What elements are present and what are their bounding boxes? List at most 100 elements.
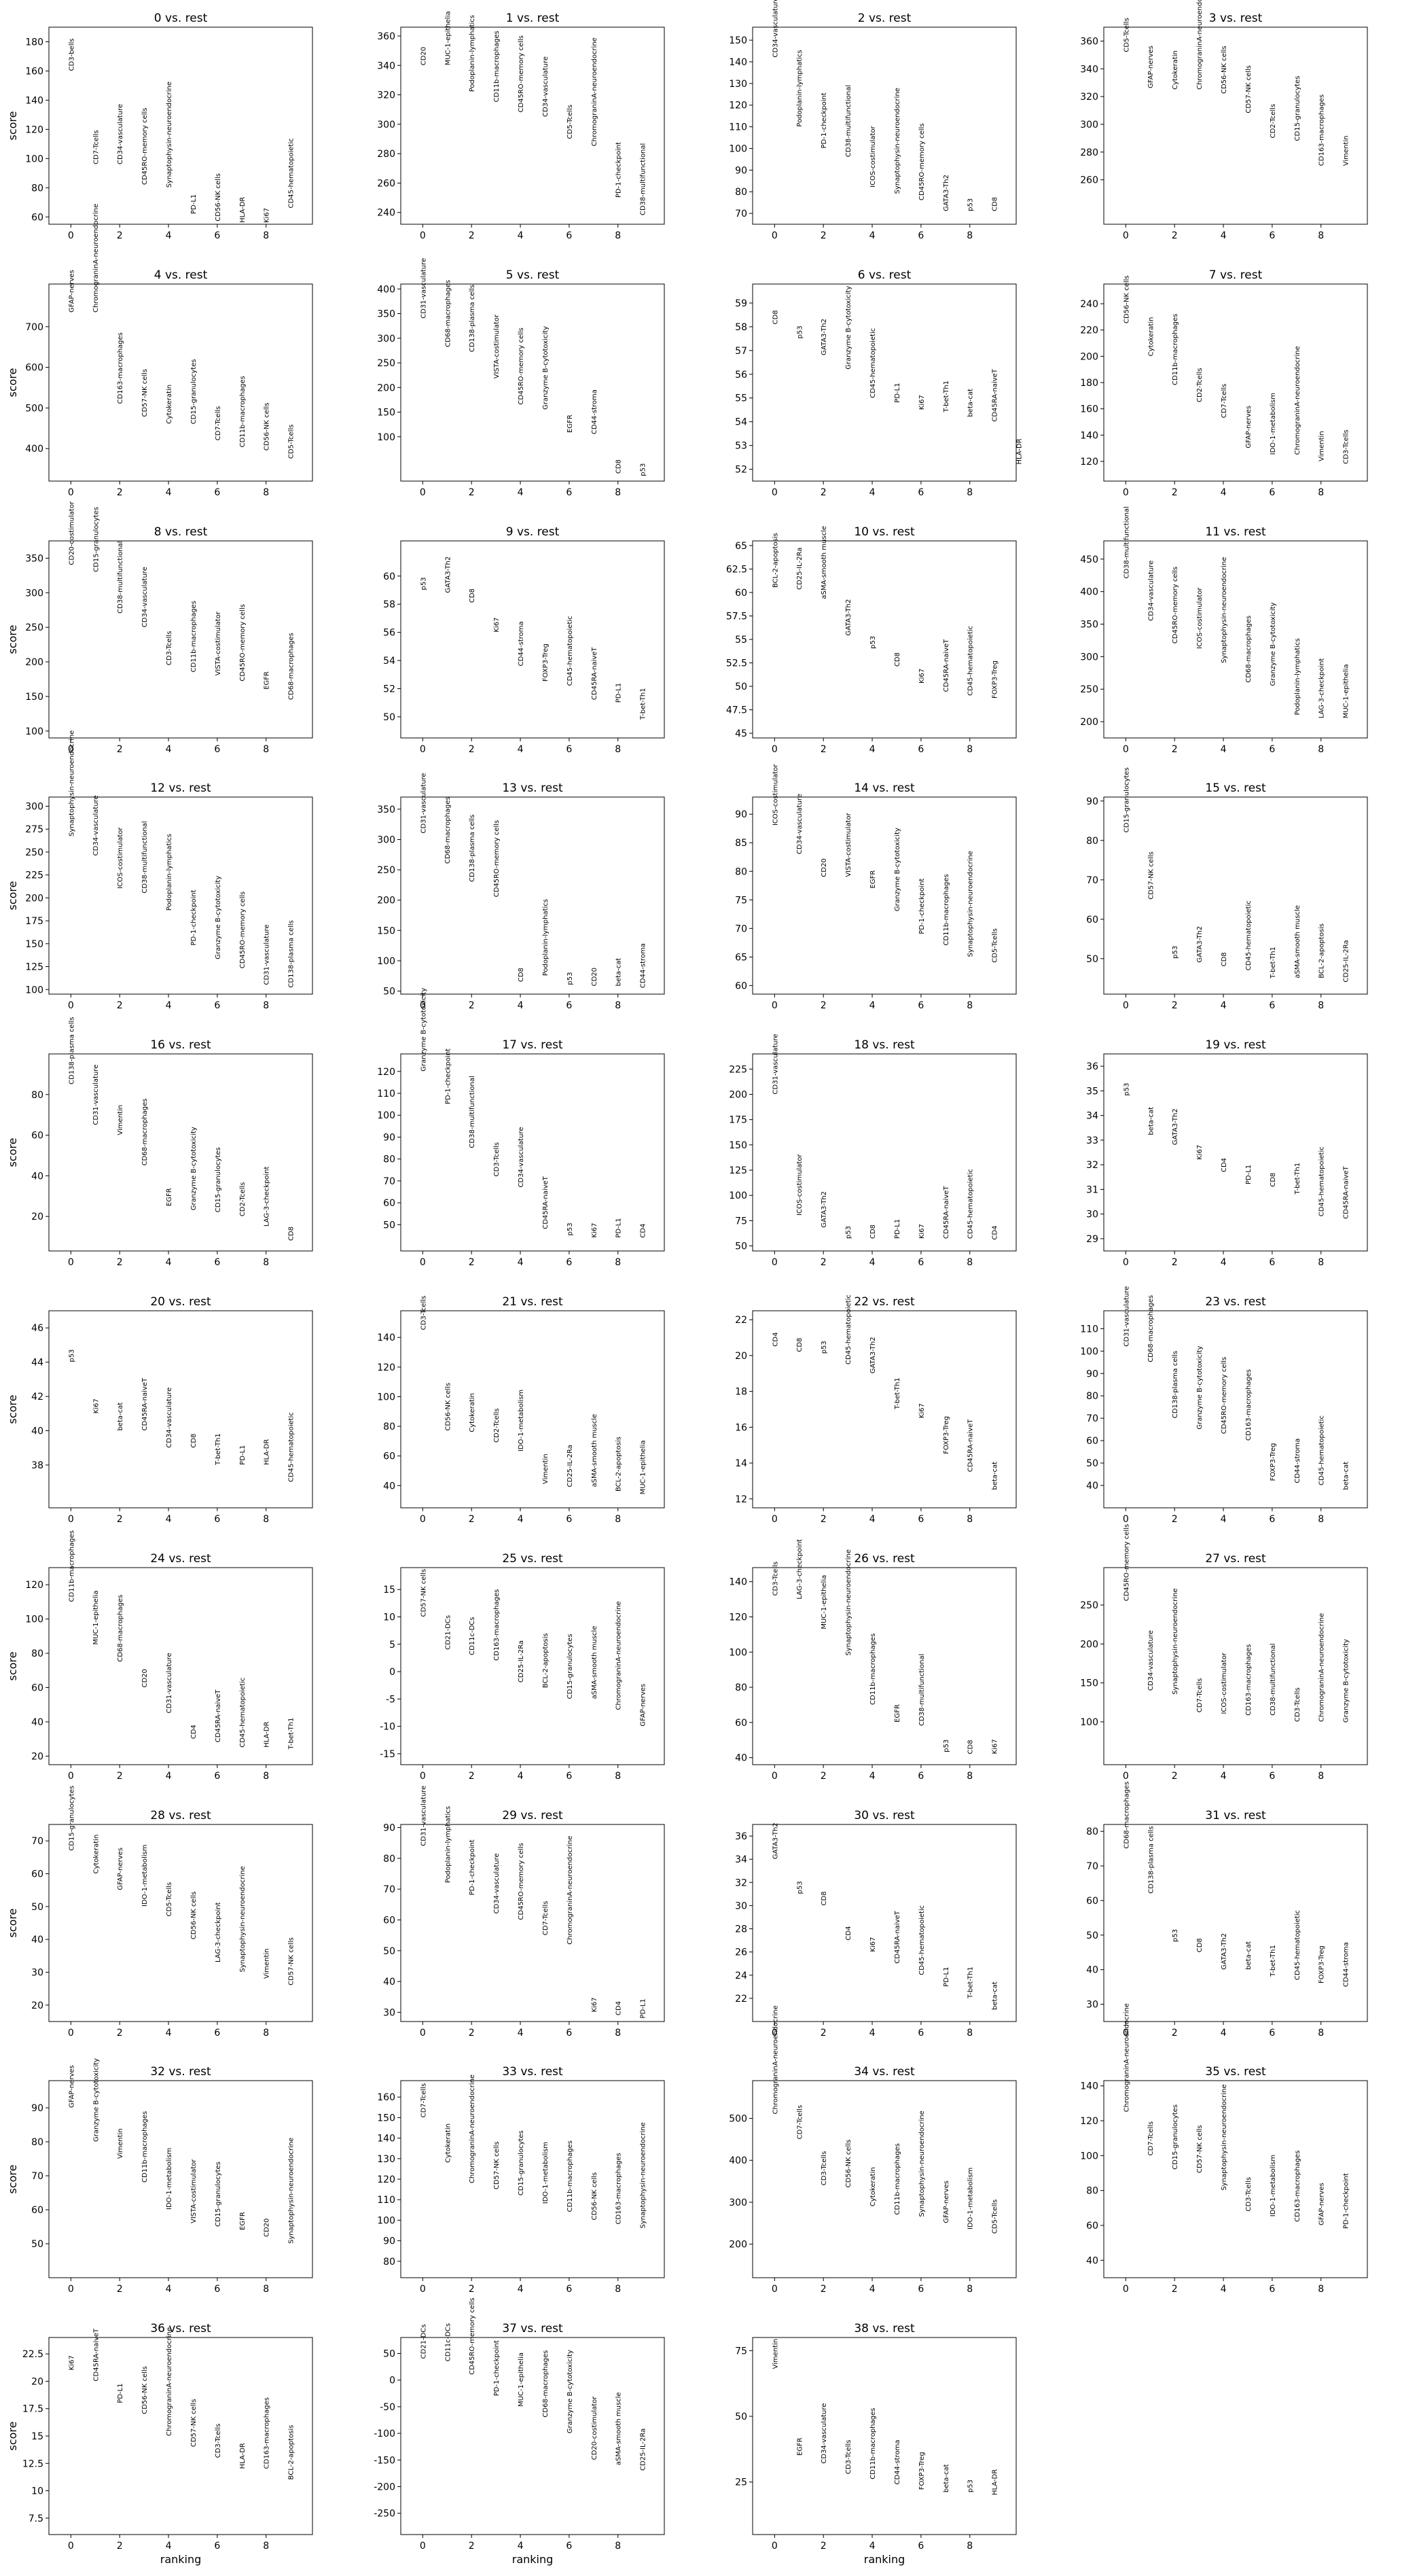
x-tick-label: 8: [1318, 744, 1324, 755]
x-tick-label: 8: [1318, 1257, 1324, 1268]
gene-label: CD20-costimulator: [68, 501, 75, 565]
gene-label: Granzyme B-cytotoxicity: [190, 1127, 198, 1210]
x-tick-label: 6: [214, 744, 220, 755]
y-tick-label: 200: [25, 893, 43, 904]
x-tick-label: 4: [518, 1000, 524, 1011]
y-tick-label: 70: [1086, 1861, 1098, 1872]
y-tick-label: -100: [374, 2429, 395, 2439]
y-tick-label: 350: [377, 805, 395, 815]
gene-label: CD11b-macrophages: [239, 376, 247, 447]
y-tick-label: 90: [1086, 1369, 1098, 1379]
gene-label: CD57-NK cells: [190, 2399, 198, 2447]
gene-label: CD21-DCs: [420, 2324, 427, 2359]
y-axis-label: score: [6, 881, 19, 911]
gene-label: CD31-vasculature: [264, 924, 271, 985]
y-tick-label: 16: [735, 1422, 747, 1433]
gene-label: CD68-macrophages: [288, 633, 295, 700]
x-tick-label: 4: [869, 487, 876, 498]
gene-label: CD3-Tcells: [215, 2424, 222, 2458]
panel-19: 19 vs. rest 29 30 31 32 33 34 35 36 0 2 4 6 8 p53 beta-…: [1086, 1038, 1368, 1268]
gene-label: CD34-vasculature: [821, 2403, 828, 2464]
y-tick-label: 125: [25, 962, 43, 973]
gene-label: T-bet-Th1: [967, 1966, 975, 1999]
gene-label: Granzyme B-cytotoxicity: [894, 828, 901, 911]
y-tick-label: -200: [374, 2482, 395, 2492]
gene-label: CD4: [190, 1725, 198, 1739]
y-tick-label: 120: [25, 124, 43, 135]
gene-label: Ki67: [918, 1403, 926, 1418]
y-tick-label: 80: [31, 2137, 43, 2148]
gene-label: CD38-multifunctional: [469, 1076, 476, 1148]
x-tick-label: 2: [117, 1771, 123, 1782]
gene-label: CD8: [1270, 1173, 1277, 1187]
x-tick-label: 6: [1269, 1000, 1275, 1011]
gene-label: CD31-vasculature: [1123, 1286, 1130, 1347]
gene-label: Ki67: [869, 1937, 877, 1952]
gene-label: ChromograninA-neuroendocrine: [1196, 0, 1204, 90]
axes-frame: [48, 2080, 313, 2278]
y-tick-label: 54: [735, 417, 747, 428]
gene-label: CD7-Tcells: [1147, 2121, 1155, 2156]
gene-label: CD34-vasculature: [518, 1127, 525, 1187]
gene-label: CD8: [190, 1434, 198, 1448]
panel-15: 15 vs. rest 50 60 70 80 90 0 2 4 6 8 CD15-granulocy…: [1086, 767, 1368, 1011]
gene-label: ChromograninA-neuroendocrine: [772, 2005, 779, 2114]
x-tick-label: 6: [1269, 487, 1275, 498]
axes-frame: [1103, 796, 1368, 995]
gene-label: Ki67: [992, 1739, 999, 1754]
gene-label: CD45-hematopoietic: [1245, 900, 1253, 970]
gene-label: CD38-multifunctional: [845, 85, 852, 157]
gene-label: Granzyme B-cytotoxicity: [1270, 602, 1277, 686]
panel-11: 11 vs. rest 200 250 300 350 400 450 0 2 4 6 8 CD38-m…: [1080, 506, 1368, 755]
y-tick-label: 24: [735, 1971, 747, 1981]
gene-label: CD68-macrophages: [444, 280, 452, 347]
y-tick-label: 44: [31, 1358, 43, 1369]
x-tick-label: 2: [469, 487, 475, 498]
x-tick-label: 0: [420, 1514, 426, 1525]
axes-frame: [400, 796, 665, 995]
y-tick-label: 50: [1086, 1930, 1098, 1941]
y-tick-label: 260: [377, 178, 395, 189]
panel-title: 36 vs. rest: [150, 2322, 211, 2335]
x-tick-label: 8: [967, 2284, 973, 2295]
y-tick-label: 700: [25, 322, 43, 333]
panel-10: 10 vs. rest 45 47.5 50 52.5 55 57.5 60 62.5 65 0 2 4…: [726, 525, 1017, 755]
gene-label: CD8: [821, 1891, 828, 1905]
y-tick-label: 110: [377, 1089, 395, 1099]
x-tick-label: 8: [263, 1771, 269, 1782]
panel-26: 26 vs. rest 40 60 80 100 120 140 0 2 4 6 8 CD3-Tcell…: [729, 1539, 1017, 1782]
y-tick-label: 90: [735, 165, 747, 176]
gene-label: CD31-vasculature: [420, 1786, 427, 1846]
gene-label: CD5-Tcells: [567, 105, 574, 139]
gene-label: PD-L1: [615, 683, 623, 703]
gene-label: GATA3-Th2: [1172, 1108, 1179, 1145]
gene-label: CD31-vasculature: [92, 1065, 100, 1125]
x-tick-label: 2: [117, 230, 123, 241]
gene-label: beta-cat: [992, 1462, 999, 1490]
y-tick-label: 250: [377, 865, 395, 876]
gene-label: CD5-Tcells: [992, 2200, 999, 2234]
y-tick-label: 150: [25, 939, 43, 950]
x-tick-label: 4: [869, 1771, 876, 1782]
gene-label: Synaptophysin-neuroendocrine: [1221, 557, 1228, 663]
y-tick-label: 30: [735, 1901, 747, 1911]
gene-label: CD15-granulocytes: [92, 507, 100, 572]
gene-label: CD3-Tcells: [493, 1142, 501, 1177]
gene-label: CD45RO-memory cells: [518, 1843, 525, 1920]
y-tick-label: 340: [1080, 64, 1098, 75]
x-axis-label: ranking: [160, 2553, 202, 2566]
panel-0: 0 vs. rest 60 80 100 120 140 160 180 0 2 4 6 8 score C…: [6, 12, 313, 241]
y-tick-label: 400: [729, 2155, 747, 2166]
gene-label: PD-1-checkpoint: [615, 142, 623, 198]
gene-label: CD21-DCs: [444, 1615, 452, 1650]
panel-31: 31 vs. rest 30 40 50 60 70 80 0 2 4 6 8 CD68-macroph…: [1086, 1782, 1368, 2039]
y-tick-label: 70: [1086, 875, 1098, 886]
gene-label: p53: [796, 325, 804, 338]
gene-label: Vimentin: [772, 2339, 779, 2369]
y-tick-label: 50: [735, 682, 747, 692]
gene-label: CD20: [591, 968, 598, 986]
gene-label: FOXP3-Treg: [943, 1416, 950, 1454]
panel-12: 12 vs. rest 100 125 150 175 200 225 250 275 300 0 2…: [6, 730, 313, 1011]
x-tick-label: 2: [469, 230, 475, 241]
gene-label: Podoplanin-lymphatics: [796, 50, 804, 126]
